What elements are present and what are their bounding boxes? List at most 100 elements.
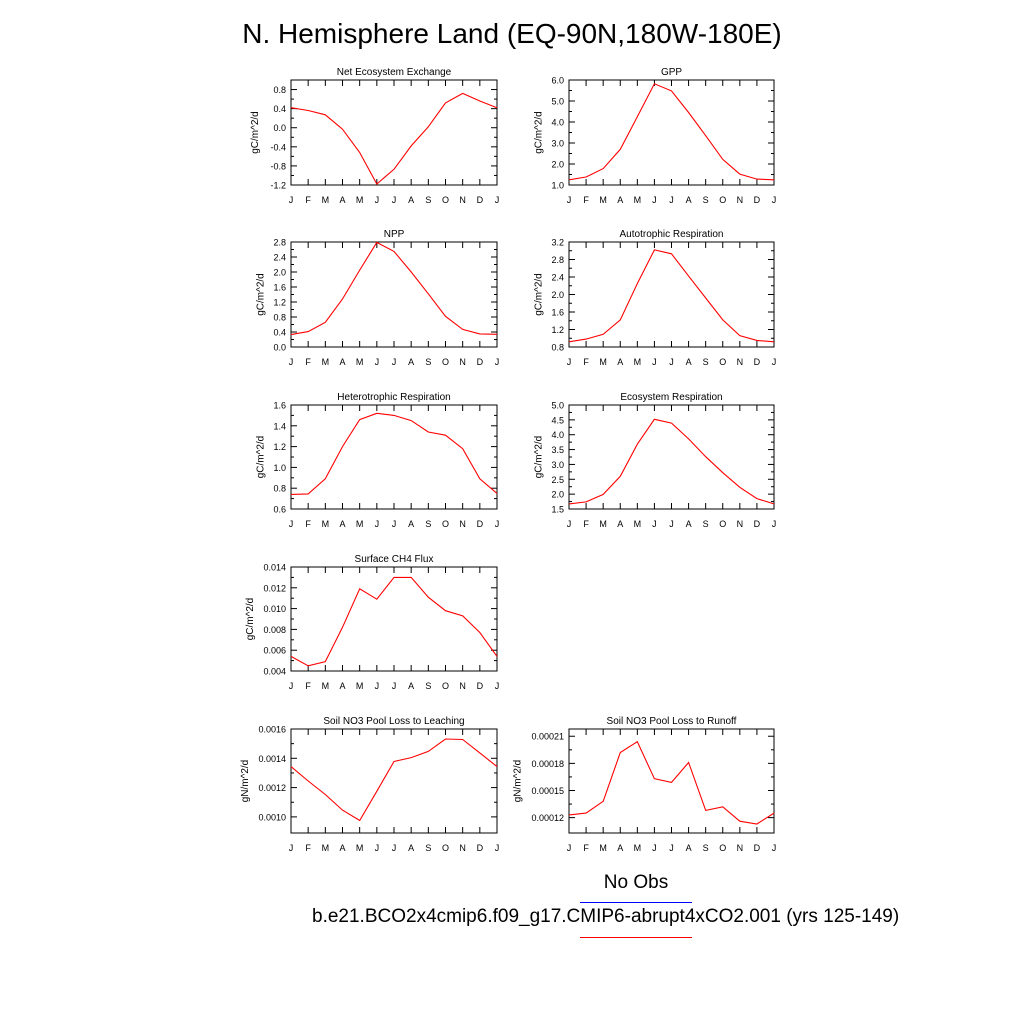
y-axis-label: gC/m^2/d [255, 436, 266, 479]
series-line [290, 412, 498, 495]
y-tick-label: 6.0 [551, 76, 564, 86]
x-tick-label: A [408, 519, 414, 529]
series-line [290, 241, 498, 336]
series-line [290, 92, 498, 185]
x-tick-label: D [477, 843, 484, 853]
y-tick-label: -0.4 [270, 142, 286, 152]
x-tick-label: O [719, 195, 726, 205]
x-tick-label: D [477, 681, 484, 691]
x-tick-label: J [772, 519, 777, 529]
figure-title: N. Hemisphere Land (EQ-90N,180W-180E) [242, 18, 782, 49]
y-tick-label: 1.4 [273, 421, 286, 431]
x-tick-label: D [477, 195, 484, 205]
x-tick-label: A [408, 843, 414, 853]
x-tick-label: F [583, 357, 589, 367]
y-tick-label: 2.0 [551, 490, 564, 500]
y-tick-label: 0.010 [263, 604, 286, 614]
x-tick-label: A [408, 195, 414, 205]
x-tick-label: F [305, 195, 311, 205]
series-line [568, 418, 775, 505]
x-tick-label: M [634, 843, 642, 853]
x-tick-label: J [375, 357, 380, 367]
y-tick-label: 0.4 [273, 328, 286, 338]
x-tick-label: F [583, 843, 589, 853]
x-tick-label: S [425, 843, 431, 853]
x-tick-label: J [652, 843, 657, 853]
x-tick-label: D [477, 519, 484, 529]
x-tick-label: A [617, 195, 623, 205]
plot-frame [568, 404, 775, 510]
x-tick-label: F [583, 195, 589, 205]
y-tick-label: 0.0016 [258, 725, 286, 735]
x-tick-label: M [634, 519, 642, 529]
y-tick-label: 2.4 [551, 273, 564, 283]
y-tick-label: 1.5 [551, 505, 564, 515]
y-tick-label: 0.014 [263, 563, 286, 573]
x-tick-label: S [425, 681, 431, 691]
x-tick-label: J [772, 195, 777, 205]
x-tick-label: J [495, 681, 500, 691]
y-tick-label: -0.8 [270, 161, 286, 171]
y-tick-label: 4.5 [551, 415, 564, 425]
x-tick-label: A [339, 519, 345, 529]
y-tick-label: 2.8 [551, 255, 564, 265]
x-tick-label: O [442, 681, 449, 691]
x-tick-label: M [599, 843, 607, 853]
x-tick-label: J [652, 519, 657, 529]
y-tick-label: 3.5 [551, 445, 564, 455]
x-tick-label: M [356, 195, 364, 205]
x-tick-label: J [289, 843, 294, 853]
y-tick-label: 1.6 [273, 283, 286, 293]
y-tick-label: 0.8 [551, 343, 564, 353]
y-tick-label: 2.5 [551, 475, 564, 485]
x-tick-label: J [375, 519, 380, 529]
chart-title: Autotrophic Respiration [620, 229, 724, 240]
x-tick-label: J [669, 843, 674, 853]
y-axis-label: gC/m^2/d [533, 436, 544, 479]
x-tick-label: D [754, 357, 761, 367]
y-axis-label: gN/m^2/d [513, 760, 524, 803]
y-tick-label: 0.00015 [531, 786, 564, 796]
x-tick-label: F [305, 519, 311, 529]
y-tick-label: 0.004 [263, 667, 286, 677]
chart-title: Surface CH4 Flux [355, 554, 434, 565]
y-tick-label: 0.0012 [258, 783, 286, 793]
x-tick-label: M [322, 195, 330, 205]
x-tick-label: O [719, 843, 726, 853]
y-tick-label: 0.00018 [531, 759, 564, 769]
x-tick-label: A [686, 195, 692, 205]
y-tick-label: 3.0 [551, 139, 564, 149]
series-line [568, 83, 775, 181]
x-tick-label: J [289, 195, 294, 205]
x-tick-label: J [392, 843, 397, 853]
x-tick-label: M [356, 843, 364, 853]
y-tick-label: 0.008 [263, 625, 286, 635]
x-tick-label: A [339, 357, 345, 367]
x-tick-label: O [442, 843, 449, 853]
x-tick-label: J [772, 357, 777, 367]
x-tick-label: J [669, 519, 674, 529]
y-tick-label: 0.8 [273, 484, 286, 494]
y-axis-label: gC/m^2/d [533, 273, 544, 316]
x-tick-label: J [392, 195, 397, 205]
x-tick-label: J [652, 195, 657, 205]
y-tick-label: 2.8 [273, 238, 286, 248]
model-legend-line [580, 937, 692, 938]
series-line [290, 738, 498, 822]
x-tick-label: O [442, 357, 449, 367]
x-tick-label: N [459, 843, 466, 853]
x-tick-label: O [719, 357, 726, 367]
chart-title: Net Ecosystem Exchange [337, 67, 452, 78]
x-tick-label: J [375, 681, 380, 691]
x-tick-label: J [495, 519, 500, 529]
x-tick-label: A [686, 843, 692, 853]
x-tick-label: O [719, 519, 726, 529]
x-tick-label: M [322, 843, 330, 853]
y-tick-label: 1.6 [273, 401, 286, 411]
y-tick-label: 2.0 [273, 268, 286, 278]
x-tick-label: M [322, 357, 330, 367]
y-tick-label: 5.0 [551, 401, 564, 411]
